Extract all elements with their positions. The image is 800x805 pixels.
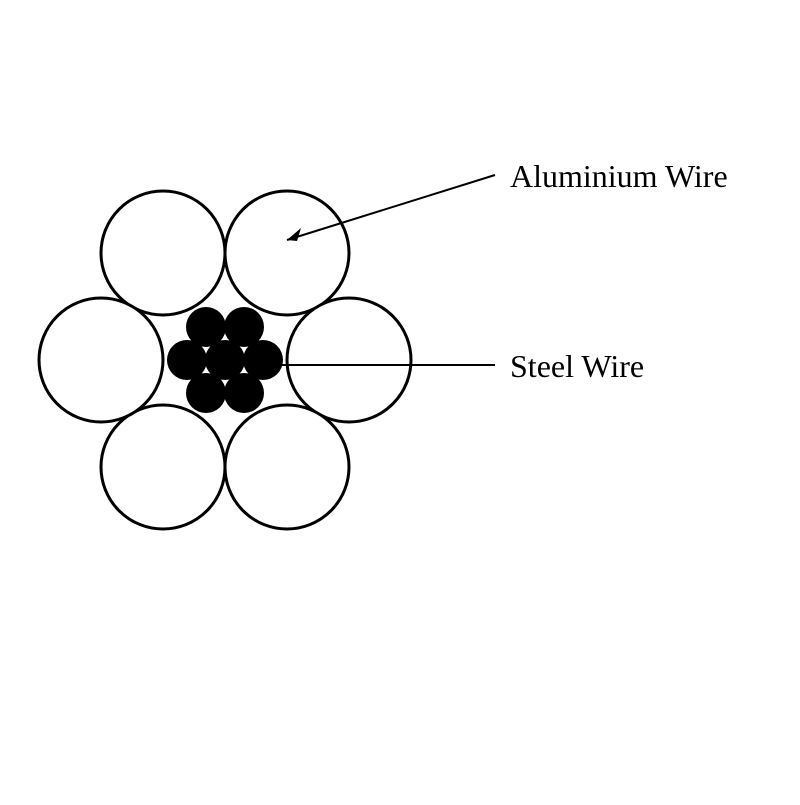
aluminium-wire-circle: [225, 191, 349, 315]
wire-cross-section-diagram: Aluminium Wire Steel Wire: [0, 0, 800, 800]
aluminium-label: Aluminium Wire: [510, 158, 728, 195]
aluminium-wire-circle: [287, 298, 411, 422]
aluminium-wire-circle: [225, 405, 349, 529]
steel-wire-circle: [224, 373, 264, 413]
aluminium-wire-circle: [101, 405, 225, 529]
steel-wires-group: [167, 307, 283, 413]
steel-wire-circle: [167, 340, 207, 380]
aluminium-wire-circle: [39, 298, 163, 422]
steel-label: Steel Wire: [510, 348, 644, 385]
aluminium-wire-circle: [101, 191, 225, 315]
diagram-svg: [0, 0, 800, 800]
